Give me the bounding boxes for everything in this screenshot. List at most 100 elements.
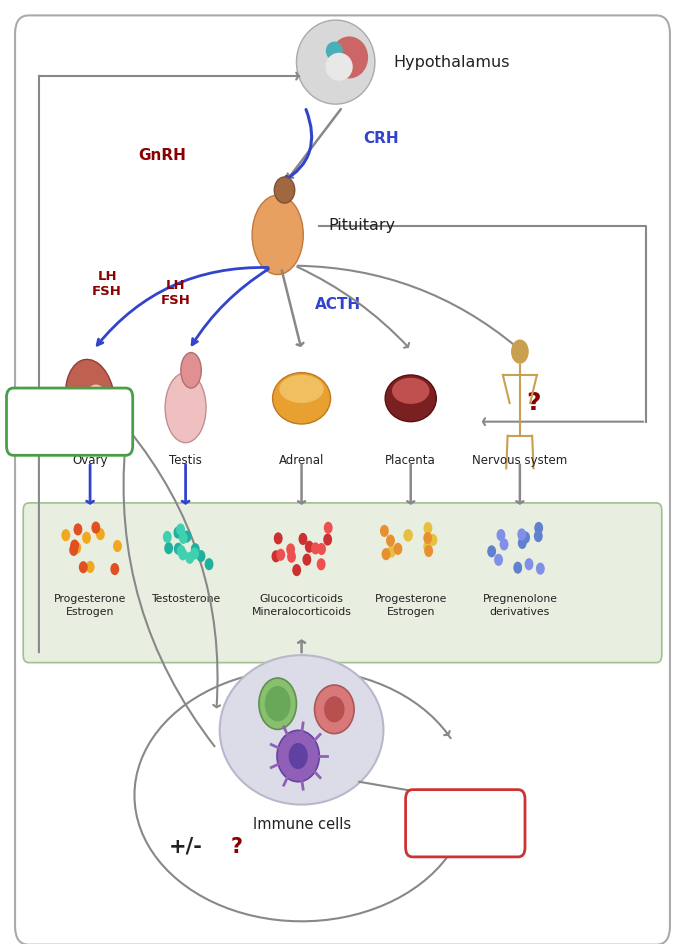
- Ellipse shape: [252, 195, 303, 275]
- Circle shape: [404, 530, 413, 541]
- Text: Ovary: Ovary: [73, 454, 108, 467]
- Text: LH
FSH: LH FSH: [160, 279, 190, 307]
- Circle shape: [511, 340, 529, 363]
- Circle shape: [276, 548, 285, 561]
- Ellipse shape: [385, 375, 436, 422]
- Circle shape: [79, 561, 88, 573]
- Circle shape: [429, 534, 437, 546]
- Ellipse shape: [392, 378, 429, 404]
- Text: Testosterone: Testosterone: [151, 595, 220, 604]
- Ellipse shape: [264, 686, 290, 721]
- Ellipse shape: [279, 375, 324, 403]
- Text: CRH: CRH: [363, 130, 399, 145]
- Text: Immune cells: Immune cells: [253, 817, 351, 832]
- Text: GnRH: GnRH: [138, 148, 186, 163]
- Text: +/-: +/-: [169, 836, 203, 856]
- FancyBboxPatch shape: [406, 789, 525, 857]
- Circle shape: [69, 544, 78, 556]
- Text: ?: ?: [526, 391, 540, 415]
- Circle shape: [518, 537, 527, 549]
- Text: Cytokines: Cytokines: [29, 414, 110, 430]
- Circle shape: [534, 530, 543, 542]
- Circle shape: [387, 546, 396, 558]
- Circle shape: [163, 531, 172, 543]
- Text: LH
FSH: LH FSH: [92, 270, 122, 298]
- Circle shape: [499, 538, 508, 550]
- Circle shape: [324, 522, 333, 534]
- Ellipse shape: [66, 360, 114, 437]
- Circle shape: [424, 545, 433, 557]
- FancyBboxPatch shape: [6, 388, 133, 455]
- Text: Adrenal: Adrenal: [279, 454, 324, 467]
- Circle shape: [271, 550, 280, 563]
- Circle shape: [316, 558, 325, 570]
- Circle shape: [164, 542, 173, 554]
- Circle shape: [311, 542, 320, 554]
- Circle shape: [286, 544, 295, 555]
- Ellipse shape: [274, 177, 295, 203]
- Circle shape: [73, 542, 82, 554]
- Circle shape: [513, 562, 522, 574]
- Circle shape: [305, 541, 314, 553]
- Circle shape: [403, 530, 412, 542]
- Circle shape: [110, 563, 119, 575]
- Circle shape: [517, 529, 526, 541]
- Ellipse shape: [331, 37, 368, 78]
- Ellipse shape: [165, 373, 206, 443]
- Circle shape: [96, 528, 105, 540]
- Circle shape: [186, 551, 194, 564]
- Circle shape: [521, 531, 530, 544]
- Circle shape: [182, 531, 191, 543]
- Circle shape: [205, 558, 214, 570]
- Circle shape: [536, 563, 545, 575]
- Circle shape: [191, 543, 200, 555]
- Ellipse shape: [277, 731, 319, 782]
- Ellipse shape: [324, 697, 345, 722]
- Circle shape: [423, 531, 432, 544]
- Text: Hypothalamus: Hypothalamus: [394, 55, 510, 70]
- Circle shape: [73, 523, 82, 535]
- Circle shape: [386, 534, 395, 547]
- FancyBboxPatch shape: [23, 503, 662, 663]
- Text: Pregnenolone
derivatives: Pregnenolone derivatives: [482, 595, 558, 616]
- Text: Steroids: Steroids: [431, 816, 500, 831]
- Ellipse shape: [273, 373, 331, 424]
- Circle shape: [177, 545, 186, 557]
- Circle shape: [393, 543, 402, 555]
- Text: Glucocorticoids
Mineralocorticoids: Glucocorticoids Mineralocorticoids: [251, 595, 351, 616]
- Circle shape: [423, 522, 432, 534]
- Circle shape: [534, 522, 543, 534]
- Text: Testis: Testis: [169, 454, 202, 467]
- Text: Placenta: Placenta: [386, 454, 436, 467]
- Circle shape: [173, 527, 182, 539]
- Circle shape: [190, 548, 199, 560]
- Text: Pituitary: Pituitary: [329, 218, 396, 233]
- Text: ACTH: ACTH: [315, 297, 361, 312]
- Circle shape: [78, 410, 91, 429]
- Circle shape: [86, 561, 95, 573]
- Text: Progesterone
Estrogen: Progesterone Estrogen: [54, 595, 126, 616]
- Circle shape: [287, 550, 296, 563]
- Circle shape: [197, 550, 205, 563]
- Circle shape: [494, 554, 503, 565]
- Circle shape: [70, 540, 79, 551]
- Ellipse shape: [325, 53, 353, 81]
- Circle shape: [288, 743, 308, 769]
- Ellipse shape: [326, 42, 342, 60]
- Circle shape: [303, 553, 311, 565]
- Ellipse shape: [314, 685, 354, 733]
- Circle shape: [423, 541, 432, 553]
- Circle shape: [179, 531, 188, 544]
- Circle shape: [176, 524, 185, 535]
- Circle shape: [487, 546, 496, 557]
- Circle shape: [274, 532, 283, 545]
- Circle shape: [174, 543, 183, 555]
- Circle shape: [323, 533, 332, 546]
- Ellipse shape: [181, 352, 201, 388]
- Circle shape: [317, 543, 326, 555]
- Circle shape: [382, 548, 390, 560]
- Ellipse shape: [220, 655, 384, 804]
- Text: Progesterone
Estrogen: Progesterone Estrogen: [375, 595, 447, 616]
- Circle shape: [82, 531, 91, 544]
- Circle shape: [91, 521, 100, 533]
